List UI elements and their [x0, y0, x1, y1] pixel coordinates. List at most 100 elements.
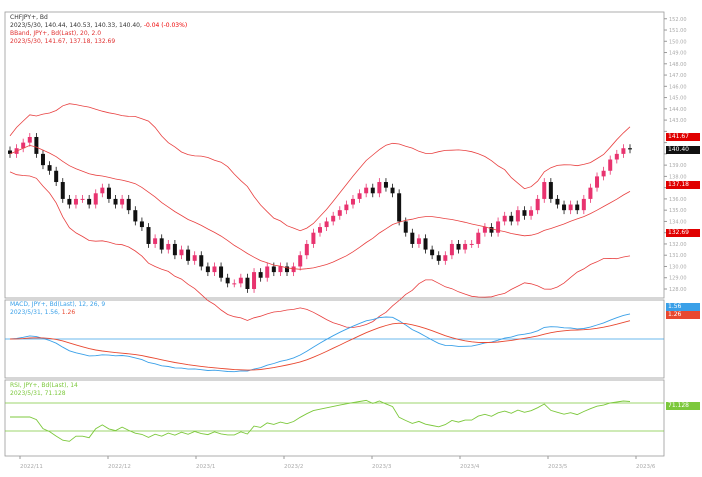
candle-body	[67, 198, 72, 205]
price-ohlc: 2023/5/30, 140.44, 140.53, 140.33, 140.4…	[10, 22, 142, 29]
candle-body	[430, 249, 435, 256]
candle-body	[27, 136, 32, 143]
candle-body	[416, 238, 421, 244]
candle-body	[601, 170, 606, 177]
macd-line	[9, 313, 631, 373]
x-tick-label: 2023/1	[196, 464, 215, 470]
price-tick-label: 139.00	[669, 163, 687, 169]
candle-body	[298, 255, 303, 267]
price-change: -0.04 (-0.03%)	[143, 22, 188, 29]
candle-body	[87, 198, 92, 205]
x-tick-label: 2022/12	[108, 464, 131, 470]
price-legend-ohlc: 2023/5/30, 140.44, 140.53, 140.33, 140.4…	[10, 22, 187, 30]
rsi-panel	[4, 379, 665, 457]
candle-body	[476, 232, 481, 244]
bb-mid-tag: 137.18	[666, 181, 700, 189]
candle-body	[509, 215, 514, 222]
candle-body	[548, 182, 553, 199]
candle-body	[100, 187, 105, 194]
candle-body	[304, 243, 309, 256]
candle-body	[93, 193, 98, 205]
bband-legend-title: BBand, JPY+, Bd(Last), 20, 2.0	[10, 30, 102, 37]
candle-body	[199, 255, 204, 267]
candle-body	[186, 249, 191, 261]
price-tick-label: 138.00	[669, 174, 687, 180]
macd-value: 2023/5/31, 1.56,	[10, 309, 60, 316]
candle-body	[331, 215, 336, 222]
candle-body	[397, 193, 402, 222]
candle-body	[568, 204, 573, 211]
candle-body	[139, 221, 144, 228]
rsi-legend-title: RSI, JPY+, Bd(Last), 14	[10, 382, 78, 389]
price-tick-label: 131.00	[669, 253, 687, 259]
candle-body	[258, 272, 263, 278]
candle-body	[443, 255, 448, 261]
macd-tag: 1.56	[666, 303, 700, 311]
candle-body	[225, 277, 230, 284]
candle-body	[60, 182, 65, 199]
price-tick-label: 149.00	[669, 51, 687, 57]
candle-body	[337, 210, 342, 216]
candle-body	[489, 227, 494, 233]
candle-body	[311, 232, 316, 244]
last-price-tag: 140.40	[666, 146, 700, 154]
macd-legend-title: MACD, JPY+, Bd(Last), 12, 26, 9	[10, 301, 106, 308]
candle-body	[324, 221, 329, 228]
candle-body	[126, 198, 131, 211]
candle-body	[542, 182, 547, 199]
candle-body	[482, 227, 487, 233]
candle-body	[614, 153, 619, 160]
price-tick-label: 152.00	[669, 17, 687, 23]
candle-body	[8, 150, 12, 154]
candle-body	[456, 243, 461, 250]
candle-body	[291, 266, 296, 273]
bband-middle-line	[9, 144, 631, 270]
candle-body	[628, 148, 632, 150]
candle-body	[159, 238, 164, 250]
price-tick-label: 143.00	[669, 118, 687, 124]
candle-body	[423, 238, 428, 250]
candle-body	[172, 243, 177, 256]
price-panel	[4, 11, 665, 299]
macd-legend-values: 2023/5/31, 1.56, 1.26	[10, 309, 75, 317]
candle-body	[21, 142, 26, 149]
candle-body	[192, 255, 197, 261]
x-tick-label: 2023/4	[460, 464, 480, 470]
candle-body	[515, 210, 520, 222]
candle-body	[562, 204, 567, 211]
price-legend-title: CHFJPY+, Bd	[10, 14, 48, 21]
price-tick-label: 128.00	[669, 287, 687, 293]
bband-upper-line	[9, 103, 631, 232]
signal-tag: 1.26	[666, 311, 700, 319]
candle-body	[357, 193, 362, 199]
rsi-legend-values: 2023/5/31, 71.128	[10, 390, 66, 397]
price-tick-label: 135.00	[669, 208, 687, 214]
candle-body	[54, 170, 59, 183]
candle-body	[80, 198, 85, 200]
x-tick-label: 2023/2	[284, 464, 303, 470]
price-tick-label: 144.00	[669, 107, 687, 113]
signal-value: 1.26	[61, 309, 76, 316]
candle-body	[575, 204, 580, 211]
candle-body	[370, 187, 375, 194]
price-tick-label: 146.00	[669, 84, 687, 90]
candle-body	[608, 159, 613, 171]
candle-body	[166, 243, 171, 250]
candle-body	[120, 198, 125, 205]
candle-body	[377, 182, 382, 194]
candle-body	[436, 255, 441, 261]
candle-body	[212, 266, 217, 273]
signal-line	[9, 320, 631, 371]
candle-body	[133, 210, 138, 222]
candle-body	[232, 283, 237, 285]
price-tick-label: 145.00	[669, 96, 687, 102]
candle-body	[502, 215, 507, 222]
candle-body	[219, 266, 224, 278]
candle-body	[522, 210, 527, 216]
candle-body	[469, 243, 474, 245]
candle-body	[350, 198, 355, 205]
candle-body	[403, 221, 408, 233]
price-tick-label: 151.00	[669, 28, 687, 34]
candle-body	[113, 198, 118, 205]
